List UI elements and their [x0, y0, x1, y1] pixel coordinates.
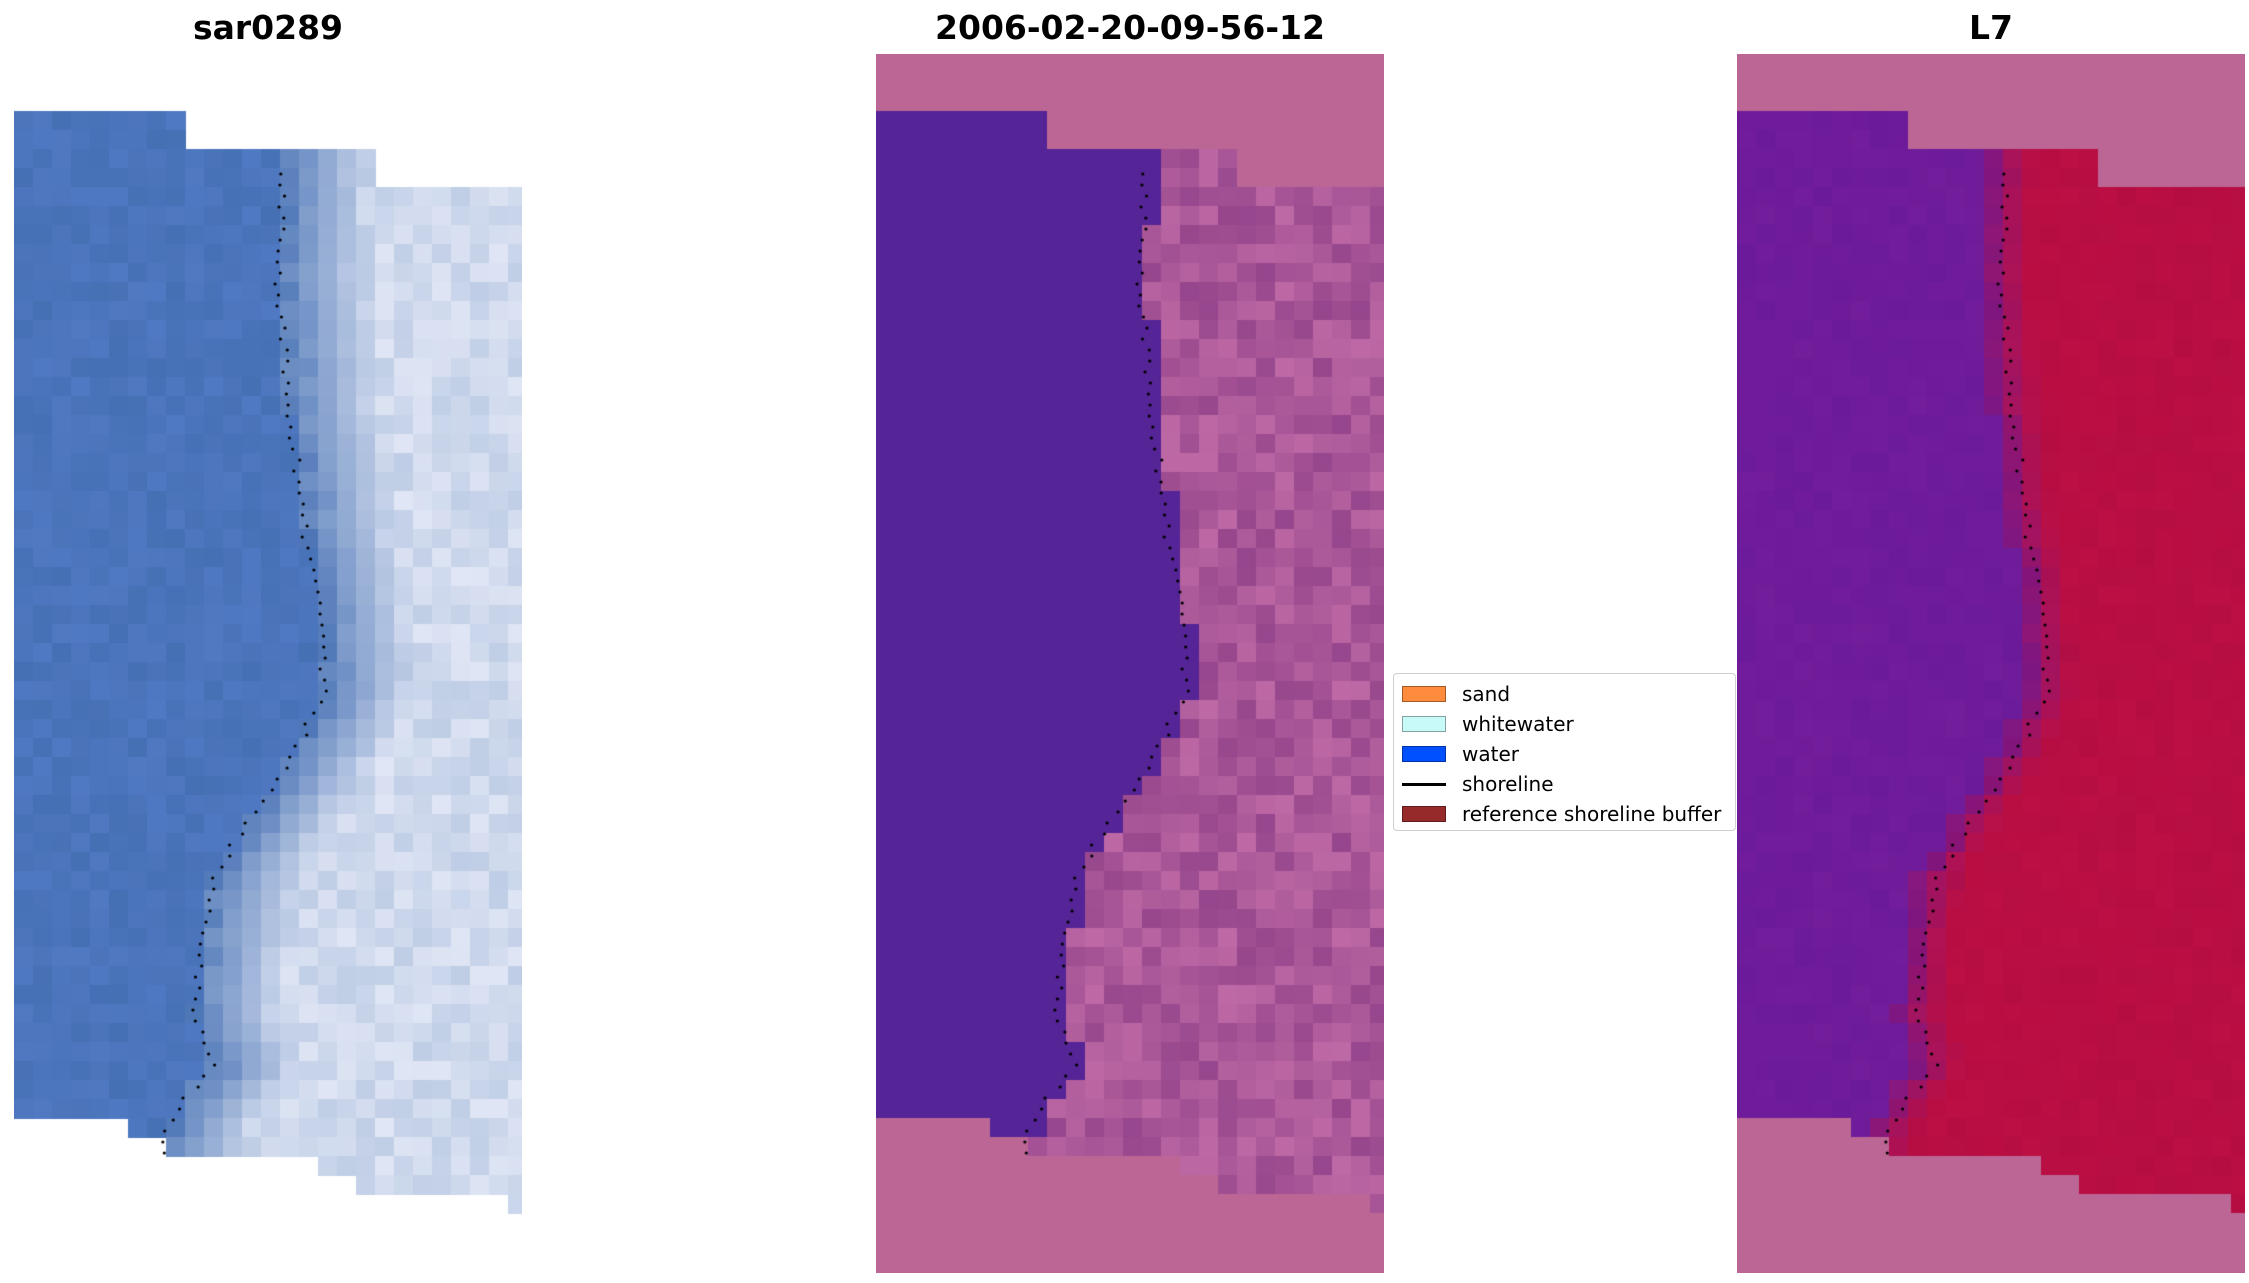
index-image-panel: [1737, 54, 2245, 1273]
legend-label: reference shoreline buffer: [1462, 802, 1722, 826]
title-rgb-image: sar0289: [192, 8, 344, 47]
legend-label: water: [1462, 742, 1519, 766]
classified-image-panel: [876, 54, 1384, 1273]
whitewater-swatch: [1402, 716, 1446, 732]
sand-swatch: [1402, 686, 1446, 702]
title-date: 2006-02-20-09-56-12: [935, 8, 1325, 47]
water-swatch: [1402, 746, 1446, 762]
title-satellite: L7: [1969, 8, 2013, 47]
legend: sand whitewater water shoreline referenc…: [1393, 673, 1736, 831]
legend-label: shoreline: [1462, 772, 1554, 796]
legend-item-shoreline: shoreline: [1402, 770, 1554, 798]
legend-label: whitewater: [1462, 712, 1574, 736]
legend-item-whitewater: whitewater: [1402, 710, 1574, 738]
legend-item-sand: sand: [1402, 680, 1510, 708]
shoreline-line-swatch: [1402, 782, 1446, 786]
legend-item-reference-buffer: reference shoreline buffer: [1402, 800, 1721, 828]
legend-label: sand: [1462, 682, 1511, 706]
reference-buffer-swatch: [1402, 806, 1446, 822]
rgb-image-panel: [14, 54, 522, 1273]
legend-item-water: water: [1402, 740, 1519, 768]
